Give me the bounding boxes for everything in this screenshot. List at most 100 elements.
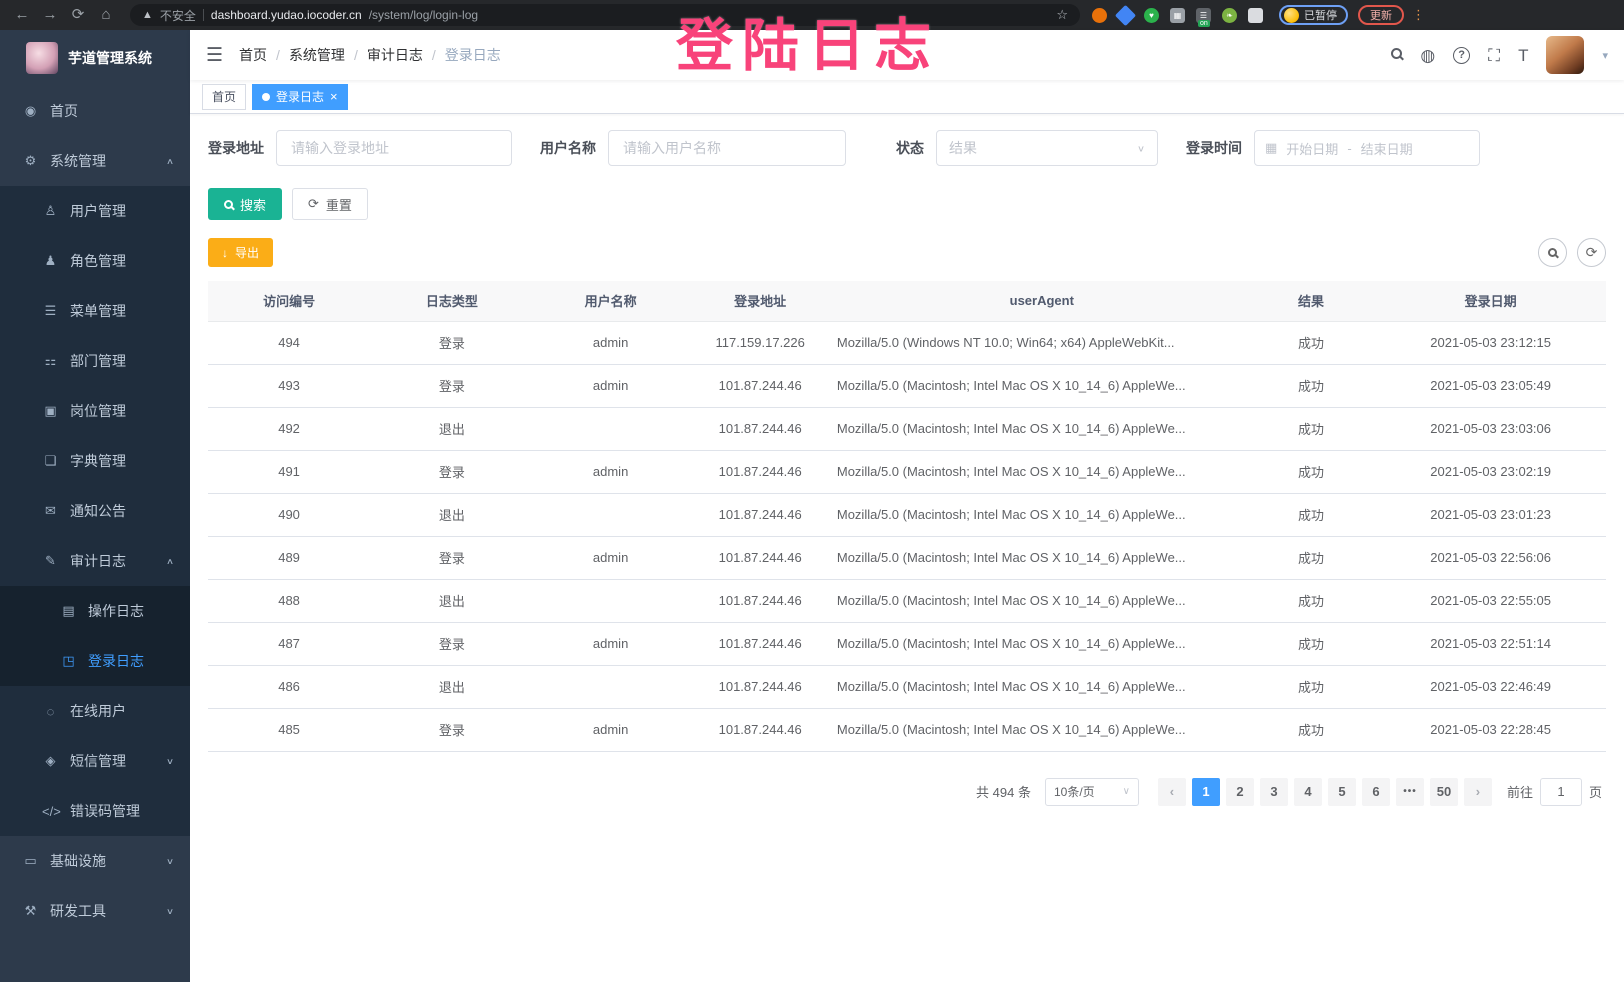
sidebar-collapse-icon[interactable]: ☰: [206, 44, 224, 66]
status-select[interactable]: 结果 ∨: [936, 130, 1158, 166]
sidebar-item-audit-log[interactable]: ✎ 审计日志 ∧: [0, 536, 190, 586]
user-avatar[interactable]: [1546, 36, 1585, 74]
cell-id: 486: [208, 665, 371, 709]
search-button[interactable]: 搜索: [208, 188, 283, 220]
url-path: /system/log/login-log: [368, 8, 479, 22]
goto-page-input[interactable]: [1539, 777, 1582, 806]
dept-tree-icon: ⚏: [44, 353, 57, 368]
toggle-search-button[interactable]: [1538, 238, 1567, 267]
cell-result: 成功: [1246, 622, 1376, 666]
close-icon[interactable]: ×: [330, 89, 338, 104]
breadcrumb-item[interactable]: 系统管理: [288, 47, 345, 63]
tab-login-log[interactable]: 登录日志 ×: [252, 83, 348, 110]
extension-green-heart-icon[interactable]: ♥: [1144, 7, 1159, 23]
font-size-icon[interactable]: T: [1518, 45, 1529, 65]
reset-button[interactable]: ⟳ 重置: [292, 188, 368, 220]
extension-list-on-icon[interactable]: ☰ on: [1196, 7, 1211, 27]
sidebar-item-devtools-hammer[interactable]: ⚒ 研发工具 ∨: [0, 886, 190, 936]
sidebar-item-label: 操作日志: [88, 603, 144, 619]
sidebar-item-post-badge[interactable]: ▣ 岗位管理: [0, 386, 190, 436]
sidebar-item-login-log[interactable]: ◳ 登录日志: [0, 636, 190, 686]
cell-result: 成功: [1246, 364, 1376, 408]
post-badge-icon: ▣: [44, 403, 57, 418]
refresh-table-button[interactable]: ⟳: [1577, 238, 1606, 267]
extension-leaf-icon[interactable]: ❧: [1222, 7, 1237, 23]
security-warning-label[interactable]: 不安全: [159, 8, 196, 23]
login-time-range-picker[interactable]: ▦ 开始日期 - 结束日期: [1254, 130, 1480, 166]
page-button[interactable]: 4: [1293, 777, 1322, 806]
page-size-select[interactable]: 10条/页 ∨: [1044, 777, 1139, 806]
page-button[interactable]: 6: [1361, 777, 1390, 806]
sidebar-item-online-users[interactable]: ◌ 在线用户: [0, 686, 190, 736]
page-button[interactable]: 3: [1259, 777, 1288, 806]
page-buttons: 1 2 3 4 5 6 ••• 50: [1189, 777, 1461, 806]
cell-id: 489: [208, 536, 371, 580]
page-button[interactable]: 5: [1327, 777, 1356, 806]
search-icon[interactable]: [1391, 46, 1403, 64]
sidebar-item-sms-shield[interactable]: ◈ 短信管理 ∨: [0, 736, 190, 786]
sidebar-item-errorcode[interactable]: </> 错误码管理: [0, 786, 190, 836]
browser-reload-icon[interactable]: ⟳: [71, 6, 85, 23]
extension-blue-diamond-icon[interactable]: [1114, 4, 1137, 26]
sidebar-item-menu-list[interactable]: ☰ 菜单管理: [0, 286, 190, 336]
app-title: 芋道管理系统: [68, 50, 152, 66]
cell-result: 成功: [1246, 579, 1376, 623]
status-label: 状态: [896, 140, 924, 156]
sidebar-item-dept-tree[interactable]: ⚏ 部门管理: [0, 336, 190, 386]
operate-log-icon: ▤: [62, 603, 75, 618]
sidebar-item-notice-message[interactable]: ✉ 通知公告: [0, 486, 190, 536]
browser-menu-icon[interactable]: ⋮: [1412, 7, 1425, 22]
profile-sync-paused-pill[interactable]: 已暂停: [1279, 5, 1348, 25]
page-button[interactable]: 1: [1191, 777, 1220, 806]
prev-page-button[interactable]: ‹: [1157, 777, 1186, 806]
chrome-update-button[interactable]: 更新: [1358, 5, 1404, 25]
github-icon[interactable]: ◍: [1420, 45, 1436, 65]
browser-back-icon[interactable]: ←: [14, 6, 30, 23]
ellipsis-more-button[interactable]: •••: [1395, 777, 1424, 806]
table-row: 486 退出 101.87.244.46 Mozilla/5.0 (Macintosh…: [208, 665, 1606, 709]
bookmark-star-icon[interactable]: ☆: [1056, 7, 1068, 22]
table-row: 489 登录 admin 101.87.244.46 Mozilla/5.0 (Maci…: [208, 536, 1606, 580]
tab-home[interactable]: 首页: [202, 83, 247, 110]
avatar-dropdown-caret-icon[interactable]: ▾: [1602, 49, 1608, 62]
sidebar-item-dict-book[interactable]: ❏ 字典管理: [0, 436, 190, 486]
next-page-button[interactable]: ›: [1463, 777, 1492, 806]
range-separator: -: [1347, 140, 1352, 156]
sidebar-item-infra-monitor[interactable]: ▭ 基础设施 ∨: [0, 836, 190, 886]
username-input[interactable]: [608, 130, 846, 166]
extension-orange-icon[interactable]: [1092, 7, 1107, 23]
docs-help-icon[interactable]: ?: [1453, 46, 1471, 64]
end-date-placeholder: 结束日期: [1360, 141, 1413, 157]
breadcrumb-item[interactable]: 审计日志: [366, 47, 423, 63]
page-button[interactable]: 50: [1429, 777, 1458, 806]
sidebar-item-dashboard[interactable]: ◉ 首页: [0, 86, 190, 136]
cell-date: 2021-05-03 22:28:45: [1375, 708, 1606, 752]
browser-forward-icon[interactable]: →: [42, 6, 58, 23]
sidebar-item-operate-log[interactable]: ▤ 操作日志: [0, 586, 190, 636]
cell-username: admin: [533, 536, 688, 580]
sidebar-item-roles[interactable]: ♟ 角色管理: [0, 236, 190, 286]
notice-message-icon: ✉: [45, 503, 56, 518]
breadcrumb-item: 登录日志: [444, 47, 501, 63]
page-button[interactable]: 2: [1225, 777, 1254, 806]
sidebar-logo[interactable]: 芋道管理系统: [0, 30, 190, 86]
browser-home-icon[interactable]: ⌂: [101, 6, 111, 23]
sidebar-menu: ◉ 首页 ⚙ 系统管理 ∧ ♙ 用户管理 ♟ 角色管理 ☰ 菜单管理 ⚏ 部门管理 ▣ 岗位管理 ❏ 字典管理 ✉…: [0, 86, 190, 936]
extensions-area: ♥ ▦ ☰ on ❧: [1092, 4, 1263, 27]
login-log-icon: ◳: [62, 653, 75, 668]
extension-puzzle-icon[interactable]: [1248, 7, 1263, 23]
extension-grid-icon[interactable]: ▦: [1170, 7, 1185, 23]
fullscreen-icon[interactable]: ⛶: [1488, 45, 1501, 65]
breadcrumb-item[interactable]: 首页: [239, 47, 268, 63]
sidebar-item-label: 字典管理: [70, 453, 126, 469]
right-toolbar: ⟳: [1528, 238, 1606, 267]
export-button[interactable]: ↓ 导出: [208, 238, 274, 267]
address-bar[interactable]: ▲ 不安全 dashboard.yudao.iocoder.cn/system/…: [130, 4, 1080, 26]
cell-username: [533, 665, 688, 709]
sidebar-item-user[interactable]: ♙ 用户管理: [0, 186, 190, 236]
tag-label: 首页: [212, 90, 237, 104]
sidebar-item-system-gear[interactable]: ⚙ 系统管理 ∧: [0, 136, 190, 186]
login-address-input[interactable]: [276, 130, 512, 166]
audit-log-icon: ✎: [45, 553, 56, 568]
cell-ip: 101.87.244.46: [687, 450, 833, 494]
